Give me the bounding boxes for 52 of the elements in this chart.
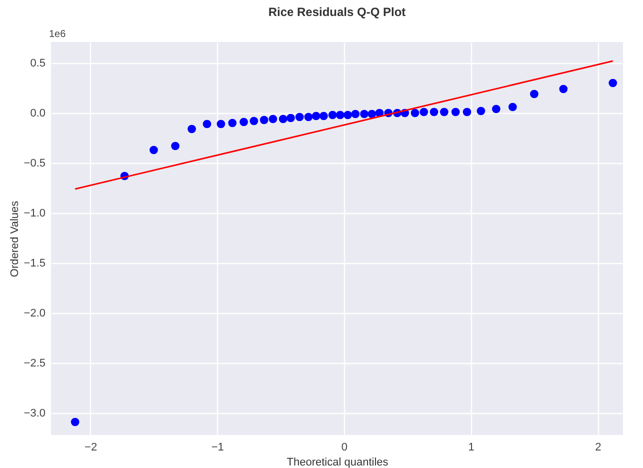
point xyxy=(336,110,344,120)
point xyxy=(188,124,196,134)
y-tick-label: −2.0 xyxy=(24,308,46,320)
point xyxy=(268,114,278,124)
point xyxy=(440,108,448,116)
point xyxy=(530,90,538,98)
point xyxy=(171,142,180,150)
point xyxy=(462,108,472,116)
point xyxy=(286,114,295,122)
point xyxy=(360,110,368,118)
point xyxy=(492,104,500,114)
point xyxy=(559,84,568,94)
point xyxy=(295,112,304,122)
point xyxy=(328,110,337,120)
point xyxy=(150,146,158,154)
y-tick-label: −2.5 xyxy=(24,358,46,370)
point xyxy=(508,102,517,112)
point xyxy=(351,110,360,118)
point xyxy=(260,116,268,124)
point xyxy=(304,112,313,122)
point xyxy=(320,112,328,120)
y-tick-label: −1.0 xyxy=(24,208,46,220)
point xyxy=(240,118,248,126)
x-axis-title: Theoretical quantiles xyxy=(286,456,389,468)
x-tick-label: 2 xyxy=(595,442,602,454)
point xyxy=(344,110,352,120)
text: 1e6 xyxy=(49,29,66,40)
point xyxy=(451,108,460,116)
point xyxy=(368,110,376,118)
y-tick-label: −0.5 xyxy=(24,158,46,170)
chart-title: Rice Residuals Q-Q Plot xyxy=(268,5,406,19)
x-tick-label: −2 xyxy=(84,442,98,454)
x-tick-label: 0 xyxy=(341,442,348,454)
point xyxy=(216,120,226,128)
point xyxy=(410,108,420,118)
y-tick-label: −3.0 xyxy=(24,408,46,420)
y-axis-title: Ordered Values xyxy=(8,200,21,278)
y-tick-label: −1.5 xyxy=(24,258,46,270)
point xyxy=(476,106,486,116)
point xyxy=(202,120,212,128)
point xyxy=(430,108,438,116)
y-tick-label: 0.5 xyxy=(30,58,46,70)
point xyxy=(312,112,320,120)
x-tick-label: 1 xyxy=(468,442,474,454)
point xyxy=(70,418,80,426)
x-tick-label: −1 xyxy=(211,442,224,454)
point xyxy=(250,116,258,126)
point xyxy=(420,108,428,116)
y-tick-label: 0.0 xyxy=(30,108,46,120)
point xyxy=(608,78,618,88)
point xyxy=(228,118,237,128)
point xyxy=(278,114,288,124)
